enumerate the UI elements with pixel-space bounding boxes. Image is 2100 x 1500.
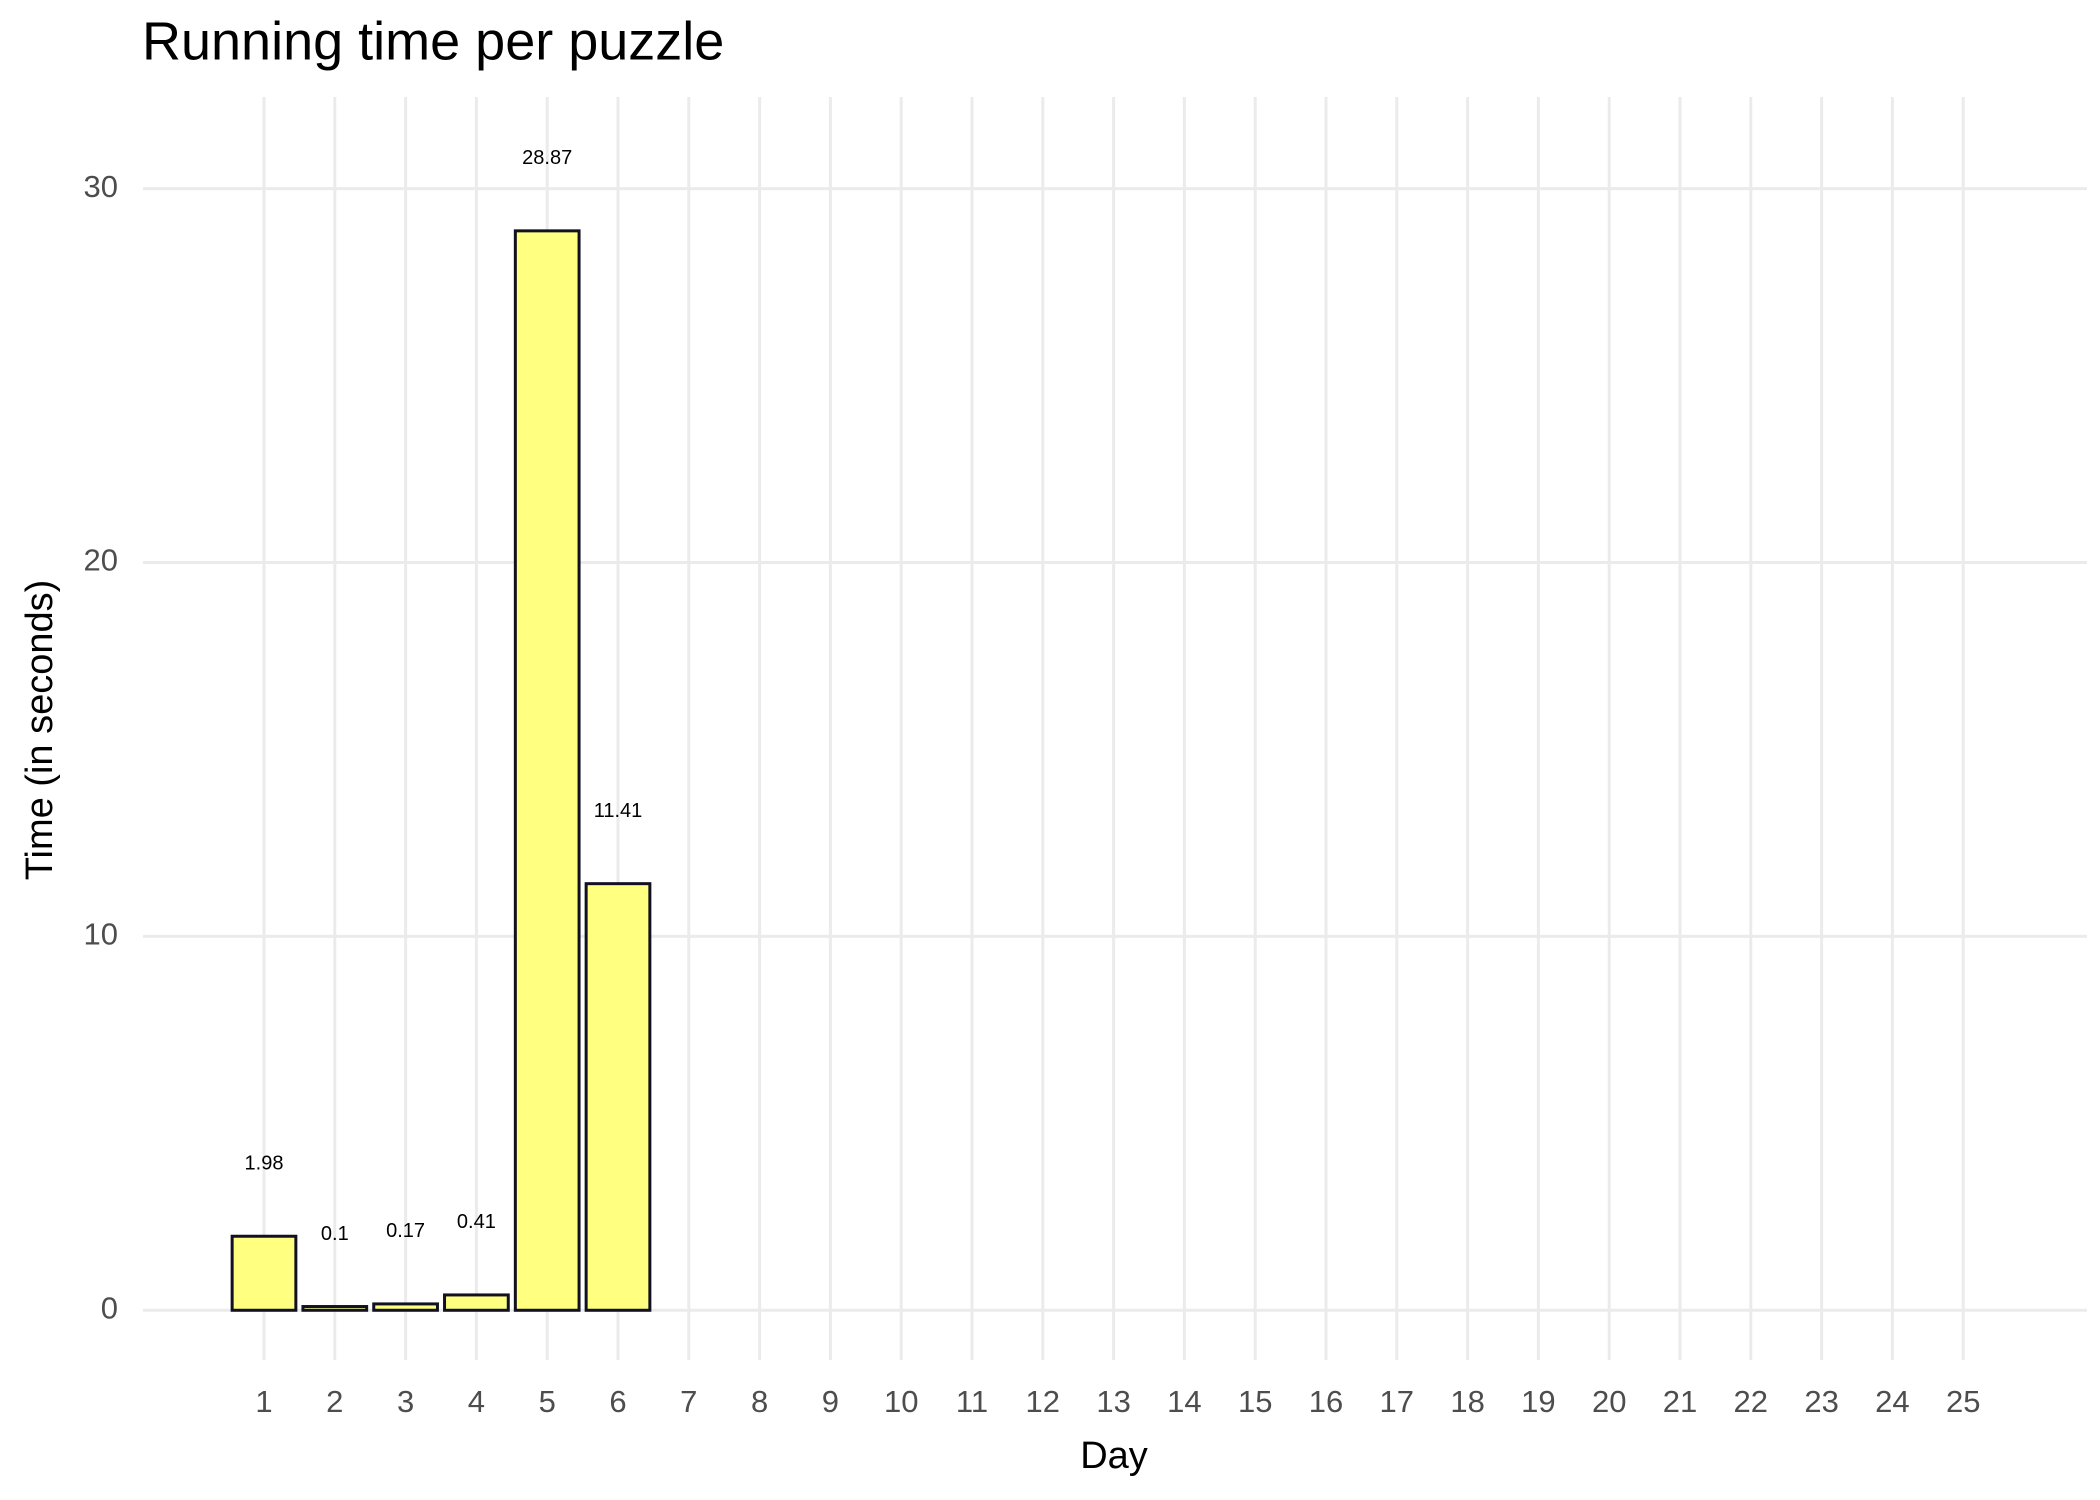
x-tick-label: 4	[468, 1384, 485, 1419]
bar	[584, 882, 652, 1312]
y-tick-label: 20	[84, 543, 118, 578]
y-axis-title: Time (in seconds)	[19, 580, 61, 881]
x-tick-label: 10	[884, 1384, 918, 1419]
bar	[443, 1293, 510, 1312]
chart-title: Running time per puzzle	[142, 11, 724, 71]
y-tick-label: 0	[101, 1290, 118, 1325]
value-label: 28.87	[522, 147, 572, 169]
x-tick-label: 9	[822, 1384, 839, 1419]
bar	[513, 229, 581, 1312]
value-label: 0.1	[321, 1223, 349, 1245]
x-tick-label: 6	[609, 1384, 626, 1419]
value-label: 11.41	[594, 800, 643, 822]
x-tick-label: 13	[1096, 1384, 1130, 1419]
bar	[230, 1234, 298, 1312]
x-tick-label: 23	[1804, 1384, 1838, 1419]
x-tick-label: 19	[1521, 1384, 1555, 1419]
y-tick-label: 30	[84, 169, 118, 204]
x-tick-label: 17	[1380, 1384, 1414, 1419]
x-tick-label: 12	[1026, 1384, 1060, 1419]
x-tick-label: 8	[751, 1384, 768, 1419]
x-tick-label: 18	[1450, 1384, 1484, 1419]
y-tick-label: 10	[84, 917, 118, 952]
x-tick-label: 21	[1663, 1384, 1697, 1419]
value-label: 1.98	[245, 1153, 284, 1175]
x-tick-label: 24	[1875, 1384, 1909, 1419]
x-tick-label: 22	[1734, 1384, 1768, 1419]
x-tick-label: 11	[956, 1384, 988, 1419]
x-tick-label: 7	[680, 1384, 697, 1419]
value-label: 0.41	[457, 1211, 496, 1233]
x-axis-title: Day	[1080, 1435, 1148, 1477]
x-tick-label: 20	[1592, 1384, 1626, 1419]
x-tick-label: 15	[1238, 1384, 1272, 1419]
x-tick-label: 5	[539, 1384, 556, 1419]
x-tick-label: 25	[1946, 1384, 1980, 1419]
x-tick-label: 1	[255, 1384, 272, 1419]
bar	[301, 1305, 369, 1312]
x-tick-label: 2	[326, 1384, 343, 1419]
x-tick-label: 14	[1167, 1384, 1201, 1419]
bar	[372, 1302, 439, 1312]
value-label: 0.17	[386, 1220, 425, 1242]
x-tick-label: 3	[397, 1384, 414, 1419]
x-tick-label: 16	[1309, 1384, 1343, 1419]
